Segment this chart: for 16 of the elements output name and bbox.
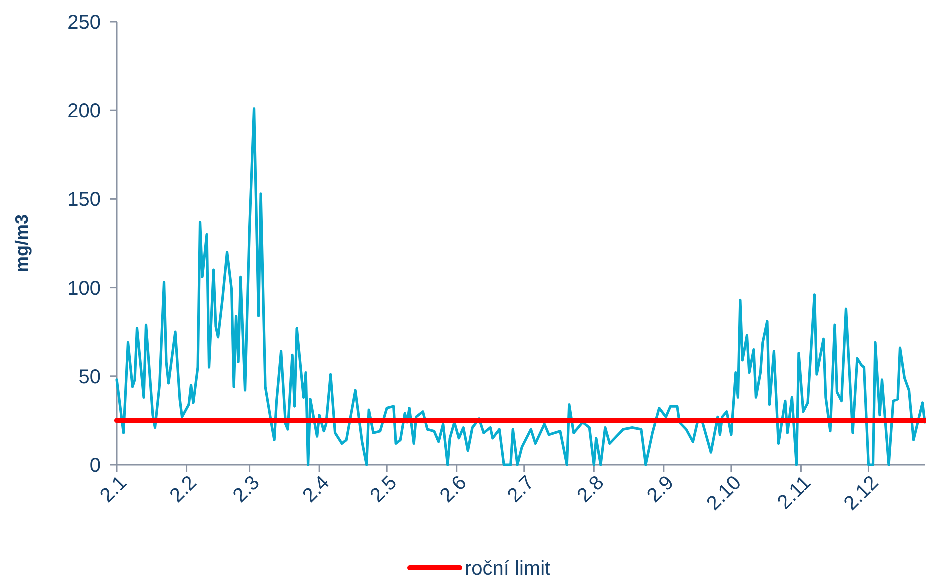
x-tick-label: 2.5 xyxy=(366,472,402,508)
y-tick-label: 100 xyxy=(68,278,101,300)
x-tick-label: 2.7 xyxy=(504,472,539,508)
x-tick-label: 2.9 xyxy=(643,472,678,508)
y-tick-label: 250 xyxy=(68,12,101,34)
x-tick-label: 2.2 xyxy=(166,472,202,508)
x-tick-label: 2.6 xyxy=(436,472,472,508)
y-tick-label: 200 xyxy=(68,100,101,123)
x-tick-label: 2.8 xyxy=(573,472,609,508)
y-axis-title: mg/m3 xyxy=(12,214,32,273)
x-tick-label: 2.4 xyxy=(298,472,334,508)
y-tick-label: 50 xyxy=(78,366,101,388)
legend-label: roční limit xyxy=(465,558,552,579)
x-tick-label: 2.3 xyxy=(229,472,264,508)
y-tick-label: 150 xyxy=(68,189,101,212)
x-tick-label: 2.11 xyxy=(774,472,816,514)
